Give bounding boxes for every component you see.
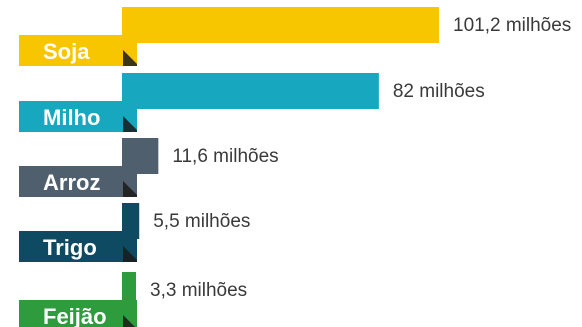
category-label-soja: Soja <box>43 39 90 64</box>
bar-soja <box>122 7 439 43</box>
category-label-feijao: Feijão <box>43 304 107 327</box>
bar-group-trigo: Trigo 5,5 milhões <box>19 203 250 262</box>
value-label-milho: 82 milhões <box>393 81 485 102</box>
bar-group-soja: Soja 101,2 milhões <box>19 7 571 66</box>
bar-group-arroz: Arroz 11,6 milhões <box>19 138 279 197</box>
value-label-arroz: 11,6 milhões <box>172 146 278 167</box>
bar-group-feijao: Feijão 3,3 milhões <box>19 272 247 327</box>
category-label-trigo: Trigo <box>43 235 97 260</box>
value-label-soja: 101,2 milhões <box>453 15 571 36</box>
category-label-milho: Milho <box>43 105 100 130</box>
category-label-arroz: Arroz <box>43 170 100 195</box>
bar-group-milho: Milho 82 milhões <box>19 73 485 132</box>
value-label-feijao: 3,3 milhões <box>150 280 247 301</box>
bar-milho <box>122 73 379 109</box>
value-label-trigo: 5,5 milhões <box>153 211 250 232</box>
